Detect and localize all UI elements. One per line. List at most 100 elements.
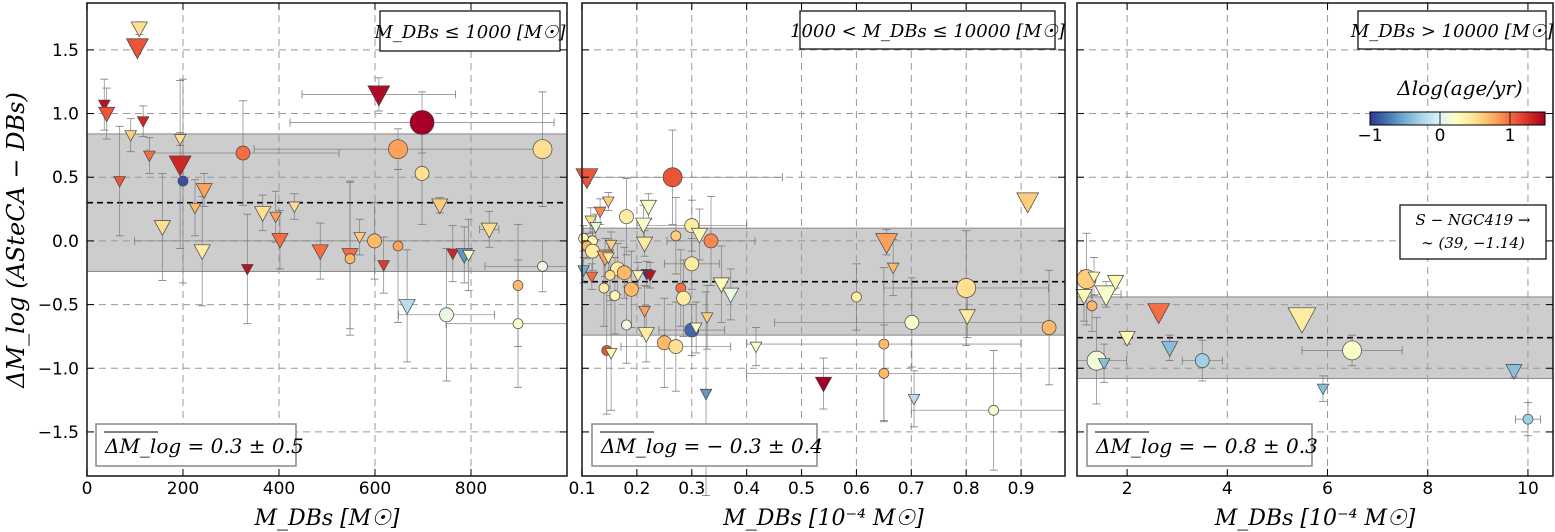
mean-stat-label: ΔM_log = 0.3 ± 0.5 xyxy=(104,434,304,458)
data-point-triangle xyxy=(585,271,599,284)
data-point-triangle xyxy=(875,233,899,255)
data-point-triangle xyxy=(1147,303,1171,325)
x-tick-label: 0.9 xyxy=(1008,479,1035,499)
panel-3: 2 4 6 8 10M_DBs > 10000 [M☉]ΔM_log = − 0.8 ±… xyxy=(1075,2,1554,531)
x-tick-label: 0.4 xyxy=(733,479,760,499)
data-point-circle xyxy=(878,368,890,379)
axes-frame xyxy=(1076,2,1554,477)
colorbar-tick-label: 0 xyxy=(1435,126,1446,146)
data-point-circle xyxy=(1086,300,1098,312)
data-point-circle xyxy=(604,269,616,281)
data-point-triangle xyxy=(130,21,148,38)
data-point-circle xyxy=(532,139,553,160)
data-point-circle xyxy=(956,278,977,298)
y-tick-label: 0.5 xyxy=(52,168,79,188)
x-tick-label: 0.2 xyxy=(623,479,650,499)
data-point-triangle xyxy=(367,85,391,107)
data-point-triangle xyxy=(638,306,651,318)
data-point-triangle xyxy=(97,99,111,112)
stat-box xyxy=(591,423,818,467)
data-point-circle xyxy=(878,338,890,350)
data-point-triangle xyxy=(722,287,740,304)
data-point-triangle xyxy=(604,348,618,360)
panel-title: M_DBs > 10000 [M☉] xyxy=(1350,21,1554,42)
data-point-circle xyxy=(512,318,524,330)
data-point-triangle xyxy=(604,239,618,252)
x-tick-label: 0.3 xyxy=(678,479,705,499)
data-point-triangle xyxy=(602,252,615,265)
data-point-triangle xyxy=(153,220,172,237)
data-point-circle xyxy=(598,282,610,294)
colorbar: Δlog(age/yr) −1 0 1 xyxy=(1357,76,1546,146)
x-tick-label: 200 xyxy=(167,479,199,499)
x-tick-label: 0.1 xyxy=(568,479,595,499)
data-point-triangle xyxy=(699,388,713,401)
data-point-circle xyxy=(619,209,634,225)
data-point-triangle xyxy=(136,116,150,128)
data-point-circle xyxy=(616,265,632,281)
mean-stat-label: ΔM_log = − 0.3 ± 0.4 xyxy=(600,434,823,458)
panel-2: 0.1 0.2 0.3 0.4 0.5 0.6 0.7 0.8 0.9 1000 < M_DBs … xyxy=(568,2,1066,531)
x-tick-label: 2 xyxy=(1122,479,1133,499)
y-tick-label: 1.5 xyxy=(52,41,79,61)
data-point-triangle xyxy=(168,155,192,177)
data-point-circle xyxy=(367,233,382,249)
data-point-triangle xyxy=(188,202,202,215)
x-axis-label: M_DBs [10⁻⁴ M☉] xyxy=(1214,506,1416,531)
x-tick-label: 6 xyxy=(1322,479,1333,499)
data-point-triangle xyxy=(907,393,921,406)
data-point-triangle xyxy=(480,222,498,239)
annotation-text: S − NGC419 → xyxy=(1416,211,1531,229)
data-point-triangle xyxy=(98,106,116,123)
data-point-triangle xyxy=(593,206,607,219)
x-tick-label: 8 xyxy=(1422,479,1433,499)
stat-box xyxy=(95,423,297,467)
data-point-triangle xyxy=(1505,364,1523,380)
data-point-circle xyxy=(439,307,454,323)
x-tick-label: 400 xyxy=(263,479,295,499)
x-tick-label: 0 xyxy=(82,479,93,499)
data-point-triangle xyxy=(814,376,833,393)
x-tick-label: 10 xyxy=(1517,479,1539,499)
data-point-triangle xyxy=(195,183,213,200)
data-point-triangle xyxy=(240,264,254,276)
data-point-triangle xyxy=(1316,383,1330,396)
x-axis-label: M_DBs [M☉] xyxy=(253,506,399,531)
data-point-triangle xyxy=(288,201,301,214)
data-point-circle xyxy=(609,290,621,302)
data-point-triangle xyxy=(193,244,211,261)
data-point-triangle xyxy=(958,309,976,326)
data-point-circle xyxy=(414,166,430,181)
panel-title: M_DBs ≤ 1000 [M☉] xyxy=(374,22,567,43)
data-point-triangle xyxy=(589,222,603,234)
data-point-triangle xyxy=(1161,341,1179,358)
data-point-circle xyxy=(662,167,683,188)
y-tick-label: −1.5 xyxy=(38,423,79,443)
data-point-circle xyxy=(235,145,251,161)
data-point-circle xyxy=(851,291,862,303)
data-point-triangle xyxy=(602,196,615,209)
data-point-circle xyxy=(537,261,548,272)
data-point-triangle xyxy=(353,232,366,244)
data-point-triangle xyxy=(689,322,703,335)
data-point-circle xyxy=(676,290,691,306)
data-point-triangle xyxy=(1094,285,1118,307)
data-point-triangle xyxy=(269,211,282,224)
axes-frame xyxy=(86,2,568,477)
y-tick-label: −0.5 xyxy=(38,296,79,316)
data-point-circle xyxy=(670,230,682,242)
colorbar-label: Δlog(age/yr) xyxy=(1396,76,1522,100)
data-point-circle xyxy=(392,240,404,252)
data-point-triangle xyxy=(886,262,900,275)
data-point-triangle xyxy=(700,312,714,325)
data-point-triangle xyxy=(1287,307,1317,334)
data-point-circle xyxy=(177,175,189,187)
data-point-circle xyxy=(1522,413,1534,425)
data-point-triangle xyxy=(446,248,460,261)
annotation-text: ∼ (39, −1.14) xyxy=(1421,234,1525,252)
annotation-box xyxy=(1399,204,1547,260)
data-point-triangle xyxy=(113,176,126,188)
data-point-triangle xyxy=(311,244,329,261)
panel-1: −1.5 −1.0 −0.5 0.0 0.5 1.0 1.5 0 200 400 600 800 M_D… xyxy=(38,2,568,531)
y-tick-label: −1.0 xyxy=(38,359,79,379)
